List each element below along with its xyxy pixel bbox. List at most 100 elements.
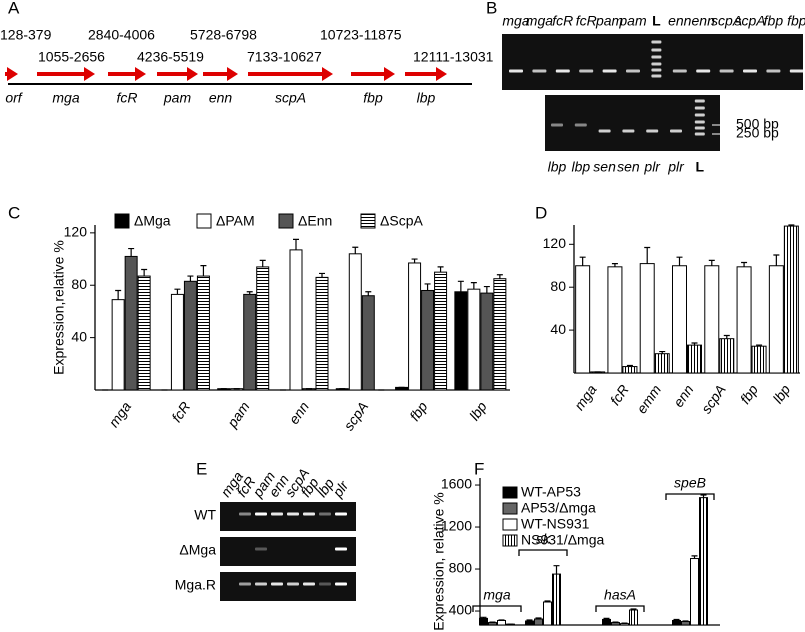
bar <box>137 275 151 391</box>
error-bar <box>723 334 730 339</box>
gel-band <box>651 40 662 44</box>
bar <box>672 619 681 626</box>
gene-label: enn <box>209 90 233 106</box>
gel-band <box>271 582 283 586</box>
bar <box>552 573 561 626</box>
y-axis-label: Expression,relative % <box>51 240 67 375</box>
error-bar <box>626 364 633 367</box>
legend-swatch <box>196 213 212 229</box>
bar <box>289 249 303 391</box>
gene-arrow-head <box>7 67 18 81</box>
y-tick-label: 800 <box>449 560 473 576</box>
lane-label: mga <box>526 13 553 29</box>
error-bar <box>115 289 122 300</box>
gel-band <box>651 68 662 72</box>
error-bar <box>174 288 181 295</box>
lane-label: fbp <box>787 13 805 29</box>
gel <box>220 572 356 601</box>
group-bracket <box>665 493 715 500</box>
error-bar <box>788 224 795 227</box>
gene-label: lbp <box>417 90 436 106</box>
error-bar <box>437 266 444 273</box>
bar <box>170 293 184 391</box>
legend-label: WT-AP53 <box>521 484 581 500</box>
legend-swatch <box>114 213 130 229</box>
gene-arrow-head <box>384 67 395 81</box>
gel-band <box>255 512 267 516</box>
coordinate-label: 128-379 <box>0 27 52 43</box>
bar <box>719 338 735 374</box>
x-tick-label: fbp <box>737 381 761 406</box>
x-tick-label: scpA <box>340 399 371 434</box>
bar <box>629 609 638 626</box>
error-bar <box>579 256 586 266</box>
gel-band <box>532 69 547 73</box>
gel-band <box>319 512 331 516</box>
bar <box>690 558 699 626</box>
group-label: speB <box>674 475 706 491</box>
gel-band <box>555 69 570 73</box>
gene-arrow-head <box>227 67 238 81</box>
x-tick-label: fbp <box>406 398 430 423</box>
bar <box>622 366 638 374</box>
y-tick-label: 40 <box>550 321 566 337</box>
bar <box>783 225 799 374</box>
gene-label: scpA <box>275 90 306 106</box>
lane-label: pam <box>618 13 647 29</box>
error-bar <box>246 291 253 295</box>
bar <box>602 618 611 626</box>
bar <box>611 622 620 626</box>
lane-label: enn <box>692 13 716 29</box>
bar <box>699 497 708 626</box>
bar <box>421 289 435 391</box>
marker-label: 250 bp <box>736 125 779 141</box>
legend-swatch <box>502 502 518 515</box>
error-bar <box>691 342 698 346</box>
gel-band <box>574 123 587 127</box>
y-axis-label: Expression, relative % <box>431 492 447 631</box>
panel-letter: E <box>196 459 207 478</box>
coordinate-label: 4236-5519 <box>137 49 204 65</box>
group-bracket <box>472 605 522 612</box>
error-bar <box>544 600 551 603</box>
row-label: Mga.R <box>175 577 216 593</box>
x-tick-label: pam <box>223 398 252 431</box>
error-bar <box>741 261 748 267</box>
y-tick-label: 1200 <box>441 518 472 534</box>
legend-label: ΔPAM <box>216 213 255 229</box>
gel-band <box>789 69 804 73</box>
gene-arrow-head <box>436 67 447 81</box>
lane-label: pam <box>595 13 624 29</box>
error-bar <box>187 275 194 282</box>
legend-label: NS931/Δmga <box>521 532 604 548</box>
panel-letter: F <box>474 459 484 478</box>
gel-band <box>303 512 315 516</box>
lane-label: fcR <box>576 13 597 29</box>
gene-arrow-head <box>187 67 198 81</box>
legend-label: ΔEnn <box>298 213 332 229</box>
error-bar <box>682 620 689 622</box>
lane-label: L <box>696 159 705 175</box>
bar <box>575 265 591 374</box>
bar <box>639 263 655 374</box>
gel-band <box>672 69 687 73</box>
gel-band <box>694 113 705 117</box>
legend-swatch <box>360 213 376 229</box>
error-bar <box>457 280 464 292</box>
bar <box>493 278 507 391</box>
error-bar <box>691 555 698 559</box>
y-tick-label: 120 <box>543 235 567 251</box>
panel-letter: C <box>8 203 20 222</box>
bar <box>687 344 702 374</box>
gel-band <box>598 129 611 133</box>
x-tick-label: scpA <box>698 382 729 417</box>
gel-band <box>303 582 315 586</box>
bar <box>736 266 752 374</box>
x-tick-label: enn <box>670 381 697 409</box>
bar <box>488 622 497 626</box>
bar <box>361 295 375 391</box>
gel-band <box>509 69 523 73</box>
lane-label: L <box>652 13 661 29</box>
lane-label: lbp <box>548 159 567 175</box>
